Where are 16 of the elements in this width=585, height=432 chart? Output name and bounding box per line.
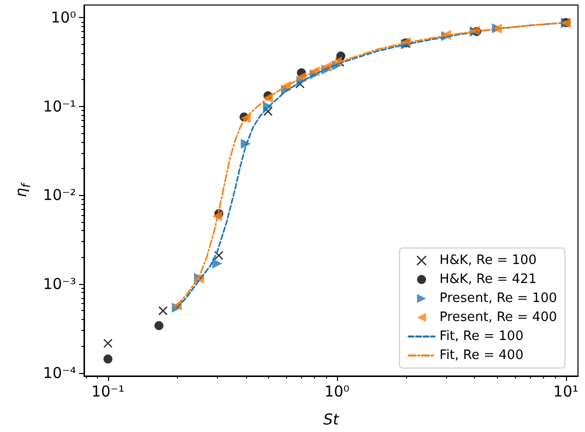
x-tick-label: 10⁻¹ (91, 382, 124, 400)
x-axis-title: St (323, 410, 340, 428)
legend-label: H&K, Re = 421 (440, 272, 537, 287)
legend-label: H&K, Re = 100 (440, 253, 537, 268)
x-tick-label: 10¹ (553, 382, 578, 400)
x-tick-label: 10⁰ (324, 382, 350, 400)
legend-label: Fit, Re = 400 (440, 348, 524, 363)
y-tick-label: 10⁻³ (42, 275, 76, 294)
legend-label: Present, Re = 400 (440, 310, 558, 325)
y-tick-label: 10⁻⁴ (42, 364, 76, 382)
legend-label: Fit, Re = 100 (440, 329, 524, 344)
y-axis-title: ηf (12, 182, 33, 198)
y-tick-label: 10⁰ (50, 8, 76, 27)
y-tick-label: 10⁻¹ (42, 97, 76, 116)
legend-label: Present, Re = 100 (440, 291, 558, 306)
y-tick-label: 10⁻² (42, 186, 76, 204)
